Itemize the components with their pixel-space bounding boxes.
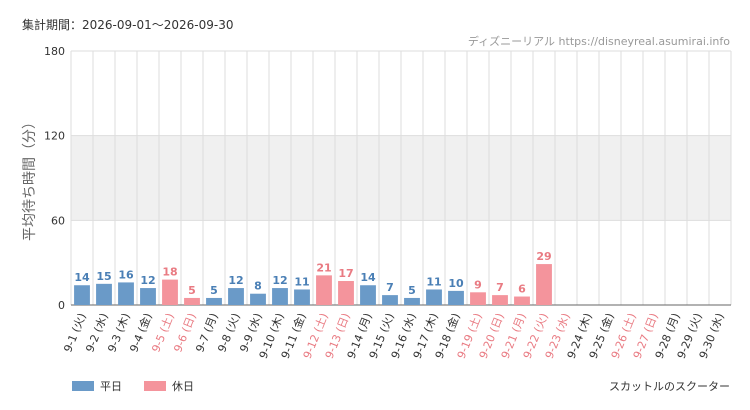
value-label: 14 <box>74 271 90 284</box>
bar <box>162 279 178 305</box>
bar <box>250 293 266 305</box>
value-label: 11 <box>426 275 441 288</box>
bar <box>360 285 376 305</box>
value-label: 21 <box>316 261 331 274</box>
value-label: 6 <box>518 283 526 296</box>
value-label: 11 <box>294 275 309 288</box>
legend: 平日 休日 <box>72 378 194 394</box>
y-axis-label: 平均待ち時間（分） <box>22 115 38 241</box>
bar <box>338 281 354 305</box>
value-label: 5 <box>408 284 416 297</box>
value-label: 10 <box>448 277 464 290</box>
bar <box>404 297 420 305</box>
value-label: 29 <box>536 250 551 263</box>
value-label: 12 <box>228 274 243 287</box>
bar <box>272 288 288 305</box>
bar <box>492 295 508 305</box>
bar <box>140 288 156 305</box>
bar <box>96 283 112 305</box>
bar <box>118 282 134 305</box>
bar <box>514 296 530 305</box>
attraction-name: スカットルのスクーター <box>609 380 730 393</box>
bar <box>382 295 398 305</box>
bar <box>316 275 332 305</box>
source-credit: ディズニーリアル https://disneyreal.asumirai.inf… <box>468 33 730 49</box>
bar <box>228 288 244 305</box>
bar <box>294 289 310 305</box>
y-tick-label: 60 <box>51 214 65 227</box>
value-label: 12 <box>140 274 155 287</box>
value-label: 5 <box>188 284 196 297</box>
bar <box>206 297 222 305</box>
legend-item-weekday: 平日 <box>72 378 122 394</box>
bar <box>426 289 442 305</box>
legend-label-weekday: 平日 <box>100 380 122 393</box>
value-label: 17 <box>338 267 353 280</box>
value-label: 14 <box>360 271 376 284</box>
value-label: 7 <box>386 281 394 294</box>
legend-item-holiday: 休日 <box>144 378 194 394</box>
y-tick-label: 0 <box>58 299 65 312</box>
value-label: 7 <box>496 281 504 294</box>
source-link[interactable]: https://disneyreal.asumirai.info <box>558 35 730 48</box>
period-label: 集計期間：2026-09-01～2026-09-30 <box>22 18 234 32</box>
source-name: ディズニーリアル <box>467 35 556 48</box>
bar <box>74 285 90 305</box>
value-label: 8 <box>254 280 262 293</box>
value-label: 18 <box>162 266 177 279</box>
y-tick-label: 180 <box>44 45 65 58</box>
bar <box>536 264 552 305</box>
bar <box>184 297 200 305</box>
value-label: 9 <box>474 278 482 291</box>
value-label: 5 <box>210 284 218 297</box>
value-label: 15 <box>96 270 111 283</box>
legend-swatch-weekday <box>72 381 94 391</box>
legend-swatch-holiday <box>144 381 166 391</box>
y-tick-label: 120 <box>44 130 65 143</box>
bar <box>470 292 486 305</box>
legend-label-holiday: 休日 <box>172 380 194 393</box>
value-label: 12 <box>272 274 287 287</box>
value-label: 16 <box>118 268 134 281</box>
bar <box>448 290 464 305</box>
